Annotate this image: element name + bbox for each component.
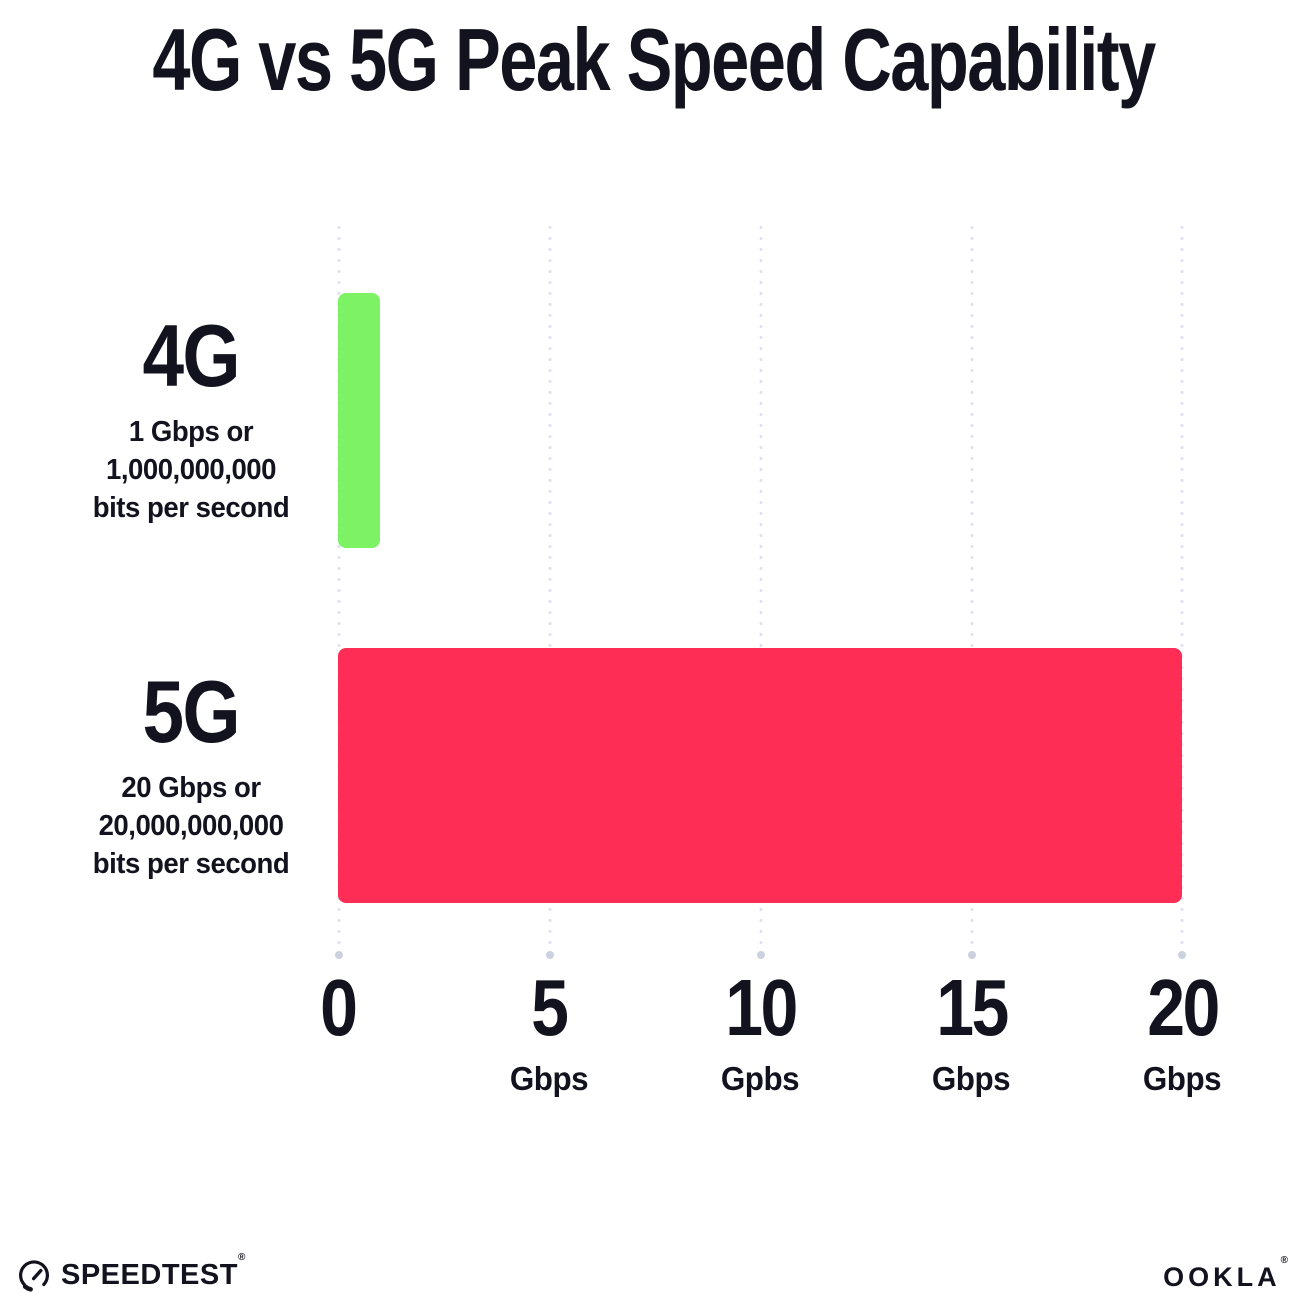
row-label-4g: 4G 1 Gbps or 1,000,000,000 bits per seco…: [36, 312, 346, 526]
x-tick-0-value: 0: [320, 963, 358, 1052]
bar-chart: [335, 222, 1186, 959]
x-tick-5-unit: Gbps: [509, 1060, 589, 1097]
x-tick-20-value: 20: [1146, 963, 1220, 1052]
row-label-4g-subline: 1,000,000,000: [105, 454, 277, 486]
row-label-5g-subline: 20,000,000,000: [98, 810, 284, 842]
x-tick-20: 20 Gbps: [1062, 968, 1302, 1098]
row-label-4g-name: 4G: [142, 306, 241, 405]
row-label-5g-subline: 20 Gbps or: [121, 772, 261, 804]
x-tick-15-unit: Gbps: [931, 1060, 1011, 1097]
gridline-0: [335, 222, 343, 959]
gridline-20: [1178, 222, 1186, 959]
row-label-4g-subline: 1 Gbps or: [128, 416, 254, 448]
registered-trademark-icon: ®: [1280, 1255, 1292, 1266]
speedometer-gauge-icon: [19, 1260, 49, 1292]
row-label-5g-name: 5G: [142, 662, 241, 761]
row-label-5g-subline: bits per second: [92, 848, 290, 880]
x-tick-10: 10 Gpbs: [640, 968, 880, 1098]
x-tick-5-value: 5: [531, 963, 569, 1052]
ookla-logo: OOKLA®: [1163, 1255, 1292, 1292]
x-tick-10-unit: Gpbs: [720, 1060, 800, 1097]
page-title-text: 4G vs 5G Peak Speed Capability: [152, 10, 1157, 109]
gridline-5: [546, 222, 554, 959]
row-label-5g: 5G 20 Gbps or 20,000,000,000 bits per se…: [36, 668, 346, 882]
speedtest-logo: SPEEDTEST®: [16, 1251, 246, 1293]
registered-trademark-icon: ®: [237, 1251, 246, 1263]
speedtest-wordmark: SPEEDTEST®: [61, 1251, 246, 1291]
page-title: 4G vs 5G Peak Speed Capability: [0, 10, 1308, 109]
bar-4g: [338, 293, 380, 548]
bar-5g: [338, 648, 1182, 903]
x-tick-20-unit: Gbps: [1142, 1060, 1222, 1097]
x-tick-15: 15 Gbps: [851, 968, 1091, 1098]
x-tick-5: 5 Gbps: [429, 968, 669, 1098]
gridline-10: [757, 222, 765, 959]
gridline-15: [968, 222, 976, 959]
row-label-4g-subline: bits per second: [92, 492, 290, 524]
x-tick-0: 0: [218, 968, 458, 1060]
ookla-wordmark: OOKLA®: [1163, 1255, 1292, 1292]
x-tick-15-value: 15: [935, 963, 1009, 1052]
x-tick-10-value: 10: [724, 963, 798, 1052]
